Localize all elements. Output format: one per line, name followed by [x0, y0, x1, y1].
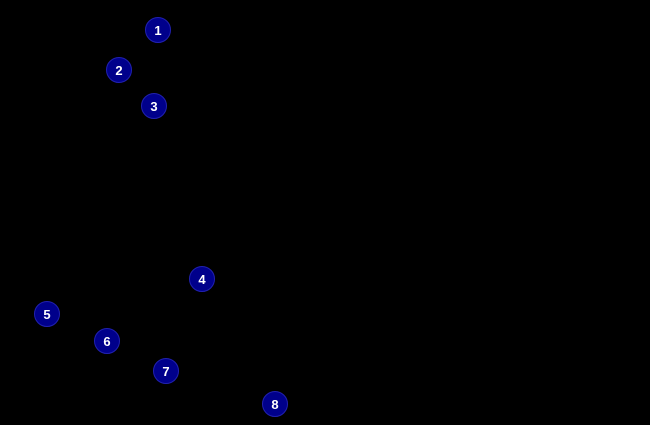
marker-badge-6[interactable]: 6	[94, 328, 120, 354]
marker-label: 1	[154, 22, 162, 38]
marker-label: 3	[150, 98, 158, 114]
marker-badge-7[interactable]: 7	[153, 358, 179, 384]
marker-label: 2	[115, 62, 123, 78]
marker-label: 8	[271, 396, 279, 412]
marker-badge-4[interactable]: 4	[189, 266, 215, 292]
marker-label: 6	[103, 333, 111, 349]
marker-badge-3[interactable]: 3	[141, 93, 167, 119]
marker-label: 5	[43, 306, 51, 322]
marker-label: 4	[198, 271, 206, 287]
marker-badge-2[interactable]: 2	[106, 57, 132, 83]
marker-badge-1[interactable]: 1	[145, 17, 171, 43]
marker-badge-5[interactable]: 5	[34, 301, 60, 327]
marker-badge-8[interactable]: 8	[262, 391, 288, 417]
marker-label: 7	[162, 363, 170, 379]
